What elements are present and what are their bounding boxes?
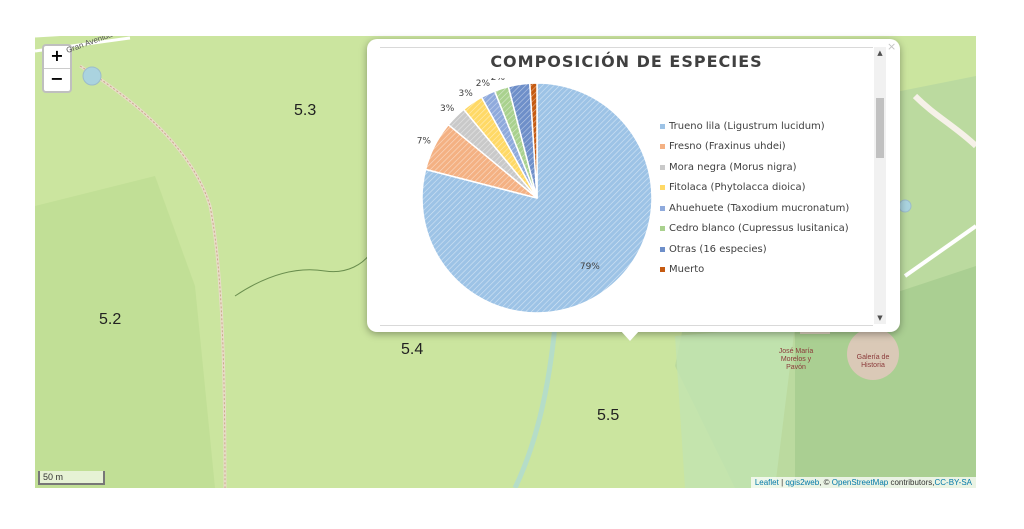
pie-data-label: 3% — [458, 89, 473, 99]
zoom-control: + − — [42, 44, 72, 93]
legend-label: Mora negra (Morus nigra) — [669, 161, 797, 173]
scale-bar: 50 m — [38, 471, 105, 485]
chart-legend: Trueno lila (Ligustrum lucidum) Fresno (F… — [660, 116, 849, 280]
legend-item: Ahuehuete (Taxodium mucronatum) — [660, 198, 849, 219]
legend-label: Ahuehuete (Taxodium mucronatum) — [669, 202, 850, 214]
legend-label: Trueno lila (Ligustrum lucidum) — [669, 120, 825, 132]
chart-frame — [380, 47, 873, 326]
pie-data-label: 3% — [440, 104, 455, 114]
legend-swatch — [660, 164, 665, 170]
legend-swatch — [660, 205, 665, 211]
scroll-thumb[interactable] — [876, 98, 884, 158]
legend-swatch — [660, 246, 665, 252]
polygon-label-5-4: 5.4 — [401, 341, 424, 358]
poi-label-galeria: Galería de Historia — [856, 354, 890, 369]
pie-slice-hatch — [425, 124, 537, 198]
polygon-label-5-3: 5.3 — [294, 102, 317, 119]
legend-item: Mora negra (Morus nigra) — [660, 157, 849, 178]
pie-slice-hatch — [481, 91, 537, 198]
legend-swatch — [660, 226, 665, 232]
zoom-out-button[interactable]: − — [50, 69, 64, 88]
license-link[interactable]: CC-BY-SA — [934, 478, 973, 487]
poi-label-morelos: José María Morelos y Pavón — [778, 348, 814, 371]
legend-item: Muerto — [660, 260, 849, 281]
chart-title: COMPOSICIÓN DE ESPECIES — [490, 52, 763, 71]
pie-slice-hatch — [529, 83, 537, 198]
legend-item: Otras (16 especies) — [660, 239, 849, 260]
legend-swatch — [660, 123, 665, 129]
qgis2web-link[interactable]: qgis2web — [785, 478, 820, 487]
pie-data-label: 79% — [580, 262, 600, 272]
popup-scrollbar[interactable]: ▲ ▼ — [874, 47, 886, 324]
legend-item: Trueno lila (Ligustrum lucidum) — [660, 116, 849, 137]
pie-slice-hatch — [494, 86, 537, 198]
pie-chart: 79%7%3%3%2%2%3%1% — [417, 78, 653, 314]
legend-label: Fresno (Fraxinus uhdei) — [669, 141, 786, 153]
legend-label: Cedro blanco (Cupressus lusitanica) — [669, 223, 849, 235]
popup-tip — [620, 330, 640, 341]
legend-item: Fitolaca (Phytolacca dioica) — [660, 178, 849, 199]
pie-data-label: 2% — [491, 78, 506, 83]
polygon-label-5-5: 5.5 — [597, 407, 620, 424]
pie-data-label: 7% — [417, 136, 432, 146]
pie-data-label: 2% — [476, 79, 491, 89]
pie-slice-hatch — [463, 97, 537, 198]
attribution: Leaflet | qgis2web, © OpenStreetMap cont… — [750, 477, 976, 488]
scroll-down-icon[interactable]: ▼ — [877, 314, 883, 322]
osm-link[interactable]: OpenStreetMap — [831, 478, 889, 487]
pie-slice-hatch — [508, 83, 537, 198]
legend-swatch — [660, 267, 665, 273]
pie-data-label: 3% — [510, 78, 525, 79]
legend-swatch — [660, 185, 665, 191]
pie-slice-hatch — [448, 109, 537, 198]
legend-item: Cedro blanco (Cupressus lusitanica) — [660, 219, 849, 240]
polygon-label-5-2: 5.2 — [99, 311, 122, 328]
legend-label: Otras (16 especies) — [669, 243, 767, 255]
legend-label: Muerto — [669, 264, 705, 276]
legend-swatch — [660, 144, 665, 150]
scroll-up-icon[interactable]: ▲ — [877, 49, 883, 57]
legend-label: Fitolaca (Phytolacca dioica) — [669, 182, 806, 194]
zoom-in-button[interactable]: + — [44, 46, 70, 69]
popup-close-button[interactable]: × — [887, 40, 897, 53]
legend-item: Fresno (Fraxinus uhdei) — [660, 137, 849, 158]
leaflet-link[interactable]: Leaflet — [754, 478, 779, 487]
